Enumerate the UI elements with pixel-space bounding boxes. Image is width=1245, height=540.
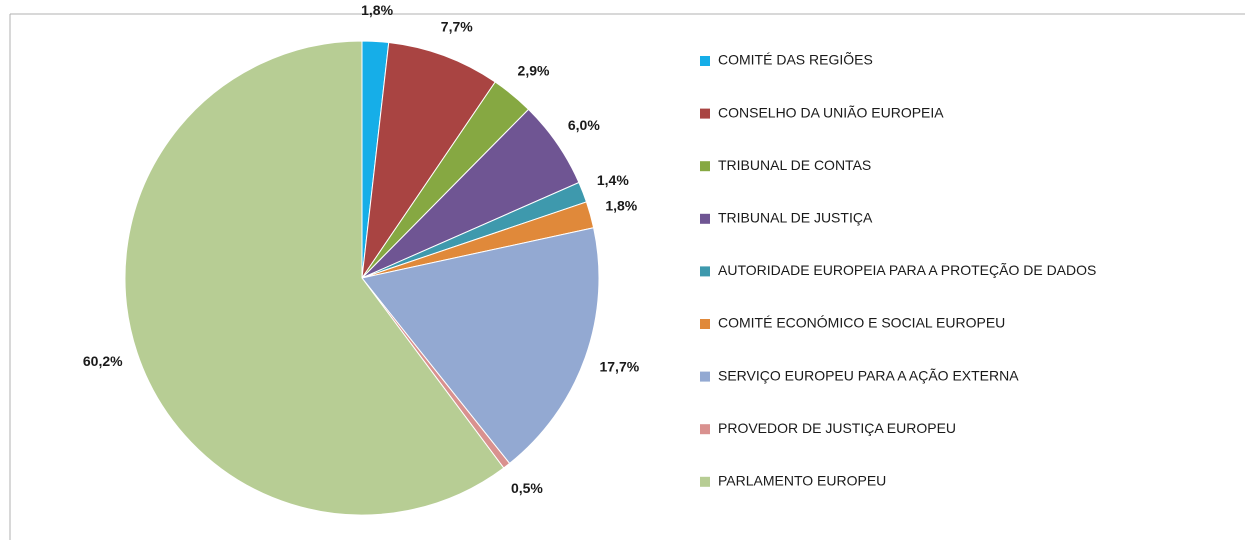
legend-label: COMITÉ DAS REGIÕES <box>718 52 873 68</box>
legend-swatch <box>700 108 710 119</box>
pie-slice <box>124 40 505 516</box>
legend-label: TRIBUNAL DE CONTAS <box>718 157 871 173</box>
legend-label: COMITÉ ECONÓMICO E SOCIAL EUROPEU <box>718 315 1005 331</box>
value-label: 6,0% <box>568 117 600 133</box>
legend-swatch <box>700 476 710 487</box>
value-label: 1,8% <box>605 197 637 213</box>
legend-swatch <box>700 56 710 66</box>
value-label: 1,8% <box>361 2 393 18</box>
legend-swatch <box>700 319 710 329</box>
legend-swatch <box>700 161 710 172</box>
value-label: 60,2% <box>83 353 123 369</box>
legend-label: TRIBUNAL DE JUSTIÇA <box>718 210 873 226</box>
legend-label: PARLAMENTO EUROPEU <box>718 473 886 489</box>
legend-swatch <box>700 213 710 224</box>
legend-swatch <box>700 371 710 382</box>
legend-swatch <box>700 266 710 277</box>
legend-label: SERVIÇO EUROPEU PARA A AÇÃO EXTERNA <box>718 367 1019 383</box>
value-label: 17,7% <box>599 358 639 374</box>
legend-swatch <box>700 424 710 435</box>
pie-slice <box>361 227 600 465</box>
pie-slice <box>361 41 496 279</box>
value-label: 7,7% <box>441 18 473 34</box>
legend-label: AUTORIDADE EUROPEIA PARA A PROTEÇÃO DE D… <box>718 262 1096 278</box>
value-label: 0,5% <box>511 480 543 496</box>
legend-label: CONSELHO DA UNIÃO EUROPEIA <box>718 104 944 120</box>
value-label: 1,4% <box>597 172 629 188</box>
legend-label: PROVEDOR DE JUSTIÇA EUROPEU <box>718 420 956 436</box>
value-label: 2,9% <box>518 62 550 78</box>
